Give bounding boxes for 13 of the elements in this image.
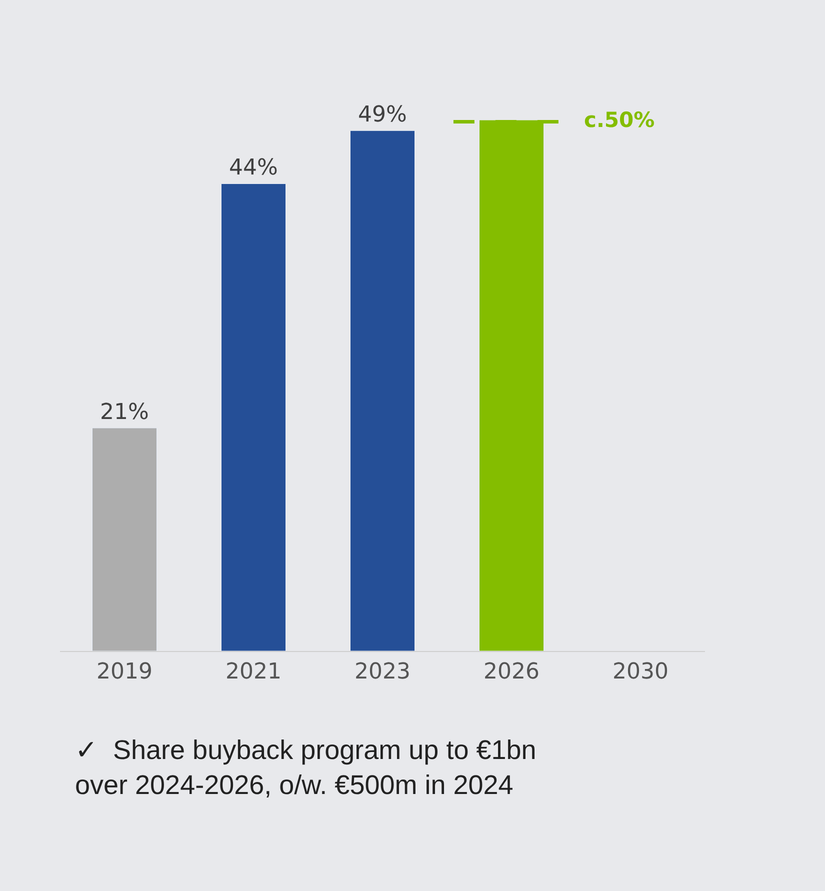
- bar: [92, 428, 157, 651]
- text: ✓ Share buyback program up to €1bn over 2024-2026, o/w. €500m in 2024: [75, 735, 536, 800]
- data-label: 49%: [358, 102, 407, 128]
- bar: [350, 130, 415, 651]
- x-tick-label: 2019: [96, 659, 152, 684]
- bar: [221, 183, 286, 651]
- x-tick-label: 2026: [484, 659, 540, 684]
- x-tick-label: 2023: [354, 659, 410, 684]
- data-label: 21%: [100, 400, 149, 425]
- x-tick-label: 2030: [612, 659, 668, 684]
- ref-line-label: c.50%: [584, 108, 655, 132]
- x-tick-label: 2021: [226, 659, 282, 684]
- data-label: 44%: [229, 156, 278, 181]
